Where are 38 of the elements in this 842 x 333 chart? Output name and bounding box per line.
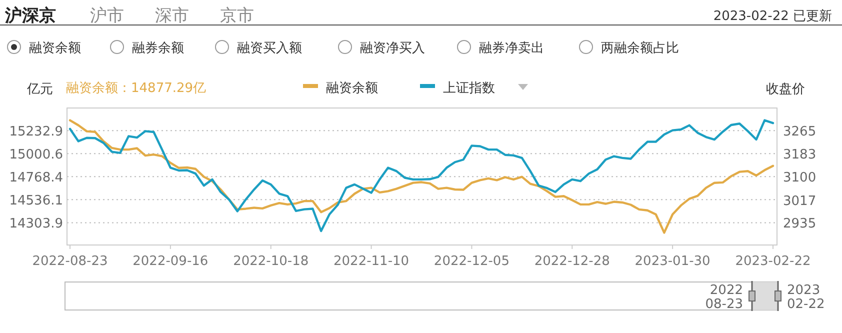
x-tick-label: 2023-01-30 (634, 254, 710, 269)
y2-tick-label: 3183 (783, 147, 816, 162)
y-axis-title: 亿元 (26, 82, 53, 97)
text: 08-23 (705, 297, 743, 312)
y-tick-label: 15000.6 (9, 148, 63, 163)
y2-tick-label: 2935 (783, 216, 816, 232)
text: 京市 (220, 6, 254, 26)
text: 融资买入额 (237, 41, 302, 56)
text: 沪深京 (4, 6, 56, 26)
text: 2023-02-22 已更新 (713, 9, 832, 24)
text: 融资余额：14877.29亿 (66, 81, 206, 96)
x-tick-label: 2022-12-05 (434, 254, 510, 269)
y-tick-label: 14303.9 (9, 216, 63, 232)
y-tick-label: 14536.1 (9, 194, 63, 209)
legend-label: 上证指数 (443, 81, 495, 96)
text: 2022 (710, 283, 743, 298)
text: 02-22 (787, 297, 825, 312)
x-tick-label: 2022-09-16 (132, 254, 208, 269)
y-tick-label: 15232.9 (9, 124, 63, 140)
y-tick-label: 14768.4 (9, 170, 63, 186)
text: 2023 (787, 283, 820, 298)
x-tick-label: 2022-12-28 (534, 254, 610, 269)
x-tick-label: 2022-08-23 (32, 254, 108, 269)
text: 沪市 (90, 6, 124, 26)
legend-label: 融资余额 (326, 81, 378, 96)
text: 融资净买入 (360, 41, 425, 56)
y2-tick-label: 3265 (783, 124, 816, 140)
text: 融券余额 (132, 41, 184, 56)
text: 深市 (155, 6, 189, 26)
text: 两融余额占比 (601, 41, 679, 56)
text: 融资余额 (29, 41, 81, 56)
x-tick-label: 2022-10-18 (233, 254, 309, 269)
y2-tick-label: 3100 (783, 170, 816, 186)
x-tick-label: 2023-02-22 (735, 254, 811, 269)
y2-tick-label: 3017 (783, 194, 816, 209)
y2-axis-title: 收盘价 (766, 82, 805, 97)
x-tick-label: 2022-11-10 (334, 254, 410, 269)
text: 融券净卖出 (479, 41, 544, 56)
